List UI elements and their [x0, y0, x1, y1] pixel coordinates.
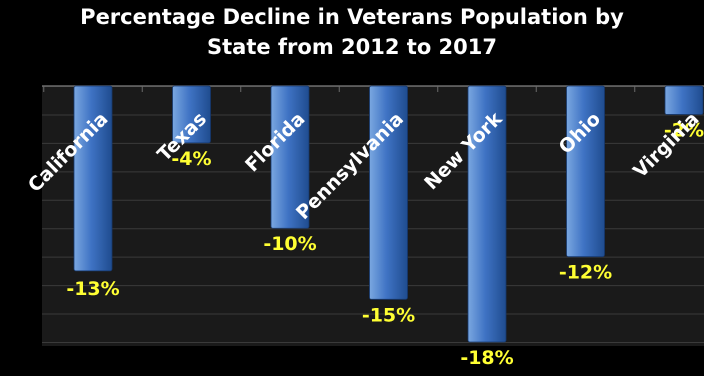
- chart-title-line-1: Percentage Decline in Veterans Populatio…: [80, 5, 624, 29]
- chart-title: Percentage Decline in Veterans Populatio…: [0, 2, 704, 62]
- value-label: -15%: [362, 304, 415, 326]
- bar-ohio: [566, 85, 605, 258]
- chart-title-line-2: State from 2012 to 2017: [206, 35, 498, 59]
- value-label: -4%: [171, 148, 211, 170]
- value-label: -12%: [559, 262, 612, 284]
- bar-florida: [270, 85, 310, 229]
- bar-virginia: [664, 85, 704, 115]
- bar-pennsylvania: [369, 85, 408, 300]
- value-label: -13%: [66, 278, 119, 300]
- bar-new-york: [467, 85, 507, 343]
- bar-california: [73, 85, 113, 272]
- value-label: -10%: [263, 233, 316, 255]
- bar-texas: [172, 85, 211, 144]
- value-label: -2%: [664, 119, 704, 141]
- value-label: -18%: [460, 347, 513, 369]
